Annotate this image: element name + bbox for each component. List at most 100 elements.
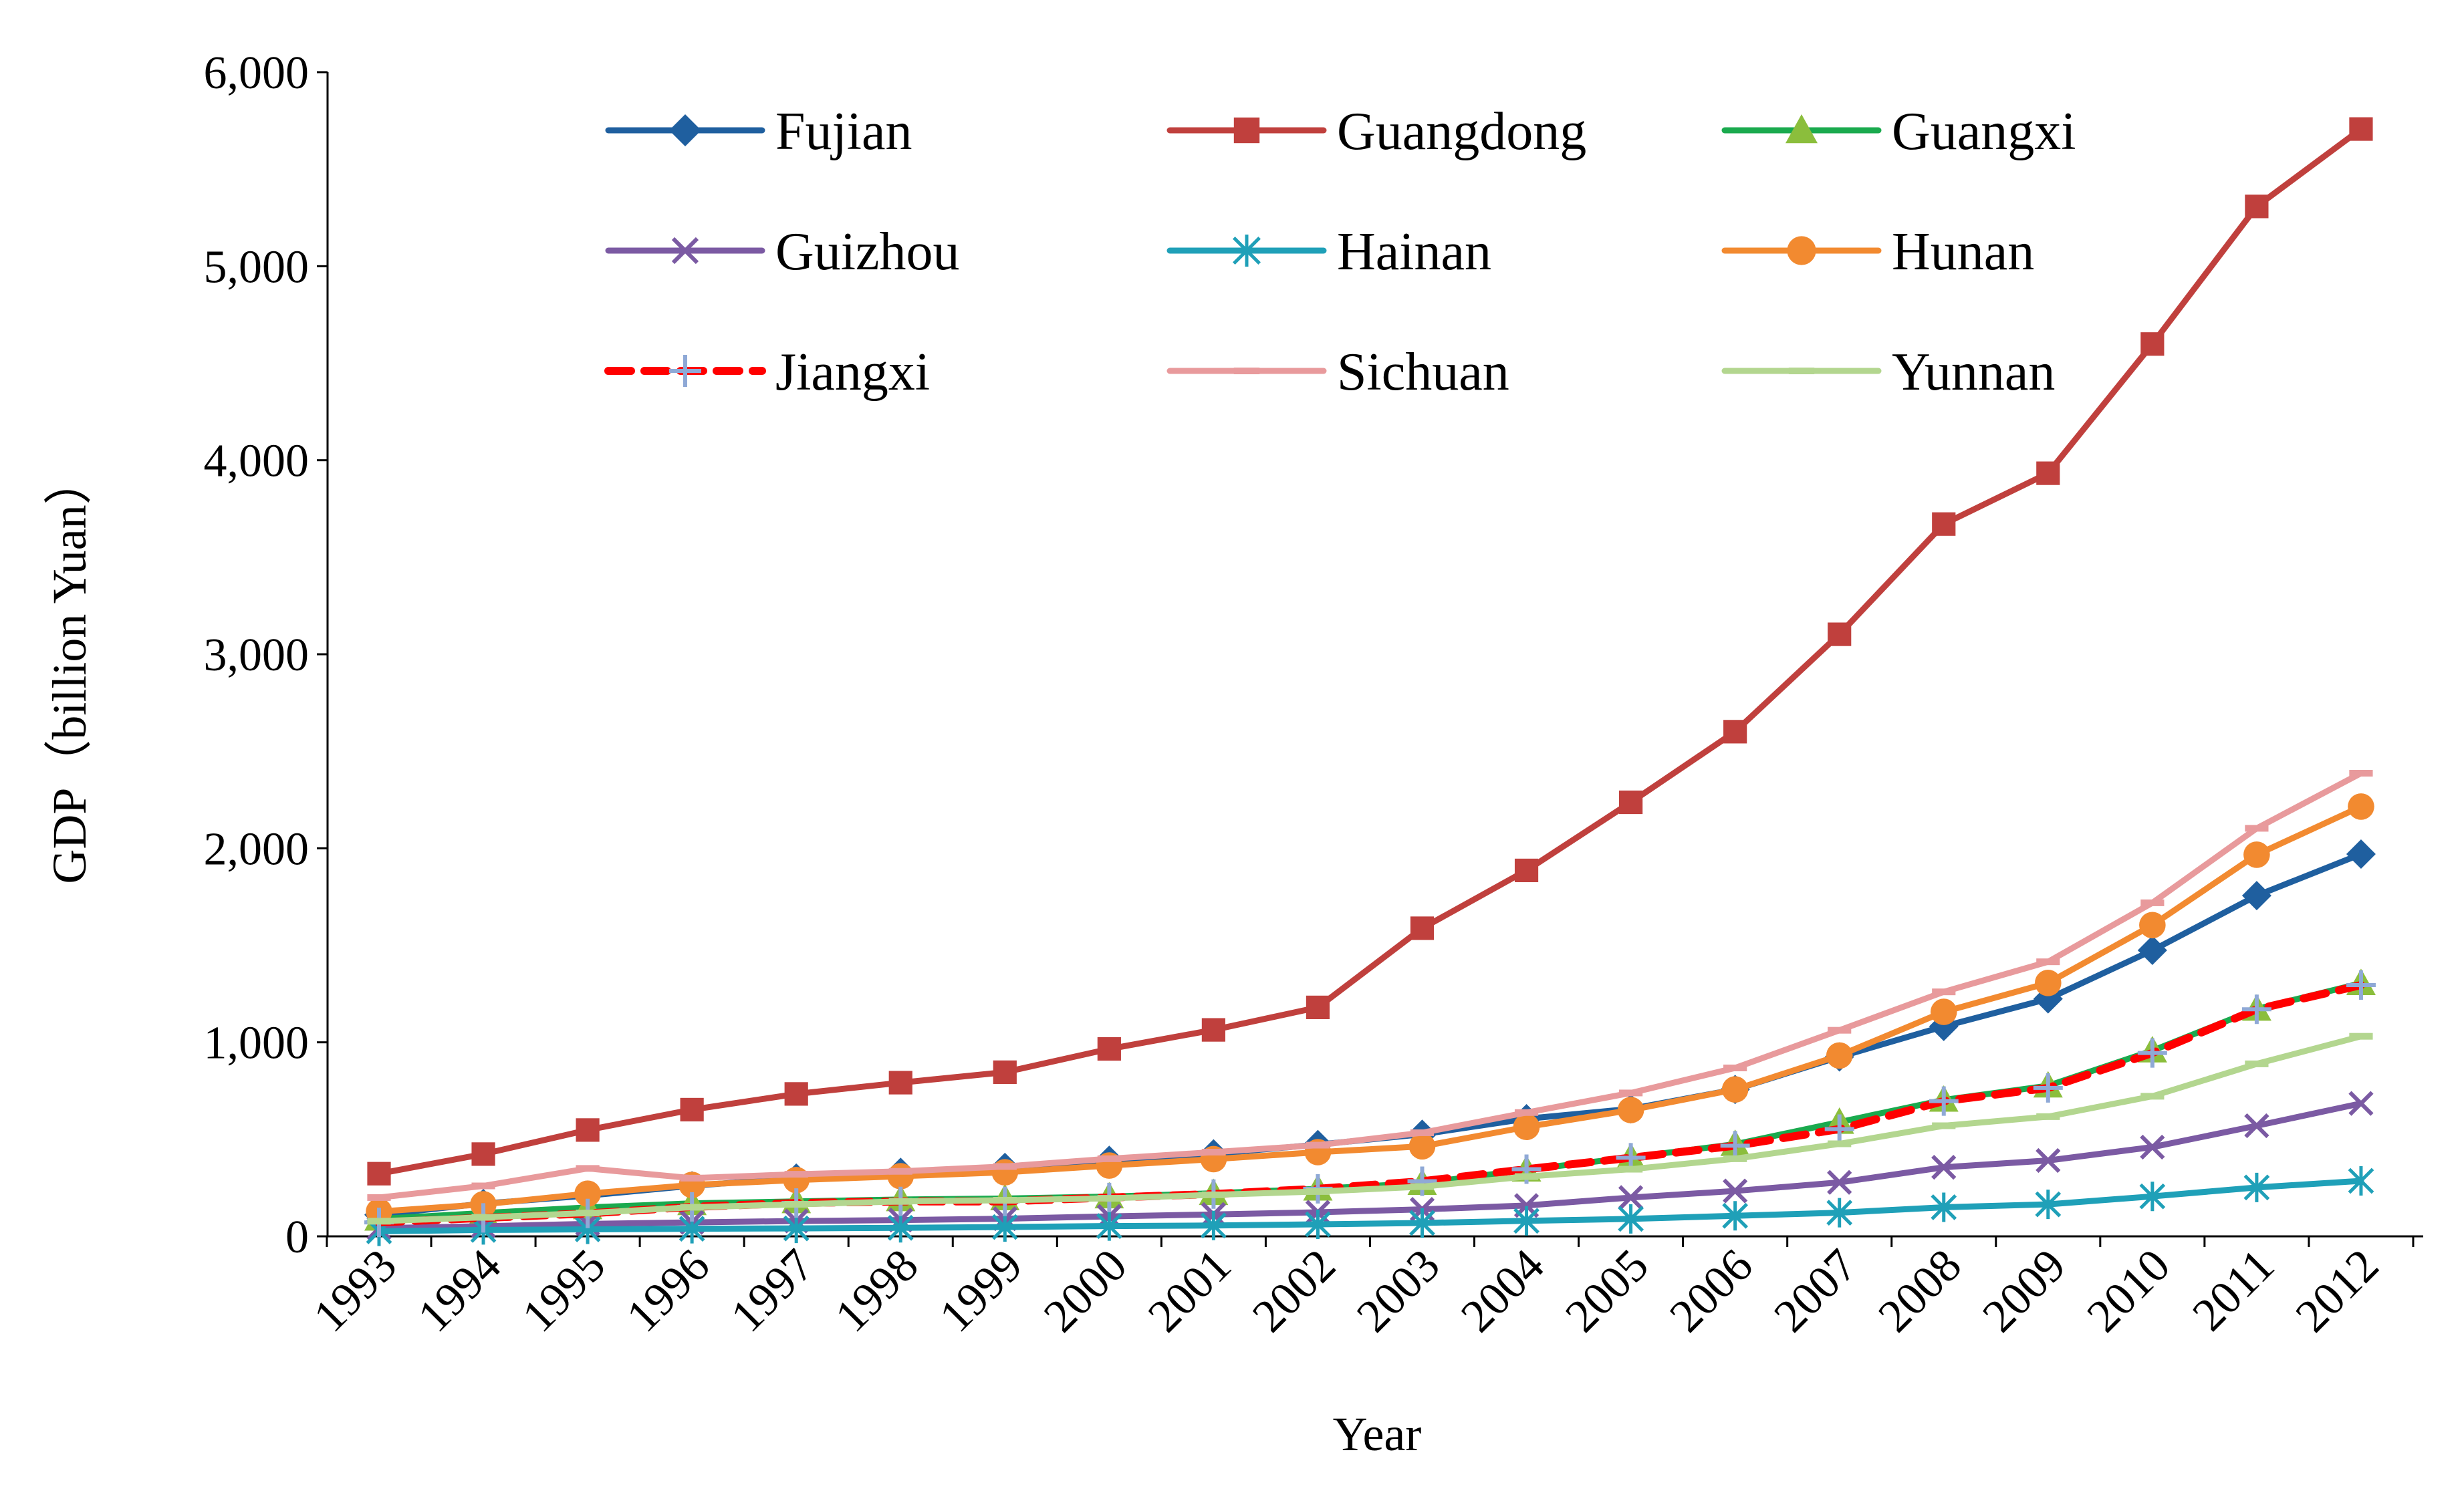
data-point [887, 1213, 914, 1243]
data-point [2036, 461, 2060, 485]
x-tick-label: 2004 [1451, 1240, 1554, 1342]
data-point [1201, 1148, 1225, 1155]
data-point [1513, 1206, 1539, 1236]
data-point [1410, 916, 1435, 940]
data-point [1409, 1208, 1435, 1238]
data-point [2036, 1113, 2060, 1120]
legend-label: Guangdong [1337, 102, 1586, 161]
legend-item-guangdong: Guangdong [1166, 102, 1586, 161]
x-tick-label: 2009 [1973, 1240, 2076, 1342]
data-point [784, 1171, 808, 1178]
data-point [1932, 512, 1956, 536]
data-point [1828, 1027, 1852, 1034]
data-point [1618, 1204, 1644, 1234]
data-point [576, 1210, 600, 1217]
data-point [1514, 858, 1539, 883]
data-point [1619, 1089, 1643, 1097]
data-point [2137, 936, 2167, 966]
data-point [1721, 1076, 1749, 1103]
data-point [1514, 1109, 1539, 1116]
data-point [2035, 1190, 2062, 1220]
x-tick-label: 1995 [513, 1240, 615, 1342]
data-point [1201, 1191, 1225, 1198]
data-point [2140, 1093, 2165, 1100]
data-point [2349, 117, 2373, 141]
data-point [1723, 720, 1747, 744]
legend-label: Guangxi [1892, 102, 2076, 161]
legend-item-guangxi: Guangxi [1721, 102, 2076, 161]
data-point [2243, 841, 2270, 868]
data-point [1618, 1185, 1644, 1210]
x-tick-label: 2005 [1556, 1240, 1658, 1342]
data-point [2245, 1060, 2269, 1067]
data-point [1828, 622, 1852, 646]
series-line [376, 770, 2364, 1201]
data-point [2348, 1091, 2374, 1116]
legend-label: Yunnan [1892, 343, 2055, 402]
data-point [1930, 998, 1957, 1025]
series-guangdong [367, 117, 2373, 1186]
x-tick-label: 1997 [721, 1240, 824, 1342]
series-guizhou [366, 1091, 2374, 1241]
x-axis-title: Year [1333, 1407, 1422, 1461]
data-point [2349, 1033, 2373, 1040]
data-point [1306, 995, 1330, 1020]
data-point [680, 1097, 704, 1122]
data-point [1787, 236, 1816, 265]
legend-label: Hainan [1337, 223, 1491, 281]
data-point [1932, 1122, 1956, 1129]
data-point [1097, 1195, 1121, 1202]
series-line [376, 126, 2364, 1177]
series-yunnan [367, 1033, 2373, 1225]
data-point [1514, 1173, 1539, 1180]
data-point [2140, 1134, 2165, 1160]
data-point [1305, 1210, 1331, 1239]
y-tick-label: 3,000 [204, 630, 310, 681]
legend-item-guizhou: Guizhou [605, 223, 960, 281]
data-point [2036, 958, 2060, 966]
data-point [887, 1163, 914, 1190]
legend-item-hainan: Hainan [1166, 223, 1491, 281]
legend-label: Hunan [1892, 223, 2034, 281]
series-hainan [366, 1166, 2374, 1246]
data-point [1097, 1037, 1121, 1061]
series-line [376, 803, 2364, 1215]
data-point [1513, 1113, 1540, 1141]
data-point [1931, 1192, 1957, 1222]
data-point [1828, 1140, 1852, 1147]
x-tick-label: 2011 [2183, 1240, 2285, 1341]
legend-label: Jiangxi [775, 343, 930, 402]
data-point [367, 1161, 391, 1186]
data-point [784, 1082, 808, 1106]
data-point [1929, 1086, 1959, 1116]
series-line [376, 1033, 2364, 1224]
data-point [367, 1194, 391, 1201]
data-point [888, 1071, 912, 1095]
legend-label: Sichuan [1337, 343, 1509, 402]
legend-item-fujian: Fujian [605, 102, 912, 161]
data-point [680, 1174, 704, 1182]
data-point [784, 1201, 808, 1208]
y-tick-label: 6,000 [204, 47, 310, 99]
data-point [2346, 839, 2376, 869]
data-point [2140, 899, 2165, 906]
data-point [1233, 117, 1260, 144]
data-point [1788, 368, 1815, 374]
data-point [680, 1204, 704, 1211]
data-point [2140, 332, 2165, 356]
data-point [2245, 194, 2269, 219]
data-point [669, 114, 701, 146]
data-point [1407, 1166, 1437, 1196]
data-point [783, 1214, 810, 1244]
data-point [2243, 1172, 2270, 1202]
data-point [2036, 1147, 2061, 1174]
y-tick-label: 4,000 [204, 436, 310, 487]
data-point [993, 1060, 1017, 1084]
y-tick-label: 2,000 [204, 823, 310, 875]
data-point [993, 1196, 1017, 1204]
data-point [1410, 1183, 1435, 1190]
legend-item-yunnan: Yunnan [1721, 343, 2055, 402]
legend: Fujian Guangdong Guangxi Guizhou Hainan Hunan… [604, 102, 2076, 402]
data-point [1201, 1018, 1225, 1042]
